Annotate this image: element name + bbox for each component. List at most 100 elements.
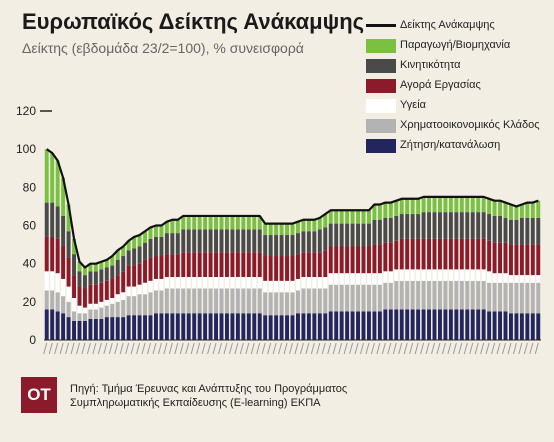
- bar-segment: [246, 277, 251, 289]
- bar-segment: [454, 269, 459, 281]
- bar-segment: [525, 217, 530, 245]
- bar-segment: [148, 315, 153, 340]
- bar-segment: [88, 284, 93, 304]
- bar-segment: [399, 238, 404, 270]
- bar-segment: [339, 284, 344, 312]
- x-tick-mark: [239, 342, 244, 355]
- legend-swatch-finance: [366, 119, 396, 133]
- bar-segment: [235, 229, 240, 253]
- bar-segment: [148, 257, 153, 281]
- bar-segment: [181, 277, 186, 289]
- bar-segment: [126, 315, 131, 340]
- legend-label: Παραγωγή/Βιομηχανία: [400, 39, 511, 51]
- bar-segment: [203, 229, 208, 253]
- bar-segment: [509, 275, 513, 283]
- bar-segment: [214, 229, 218, 253]
- bar-segment: [55, 311, 60, 341]
- bar-segment: [377, 219, 382, 245]
- bar-segment: [317, 252, 322, 278]
- bar-segment: [350, 273, 355, 285]
- x-tick-mark: [502, 342, 506, 355]
- bar-segment: [470, 196, 475, 213]
- bar-segment: [361, 284, 366, 312]
- bar-segment: [530, 313, 535, 340]
- bar-segment: [110, 298, 115, 304]
- bar-segment: [394, 269, 399, 281]
- bar-segment: [159, 256, 164, 279]
- bar-segment: [285, 256, 289, 281]
- bar-segment: [230, 288, 235, 314]
- x-tick-mark: [54, 342, 59, 355]
- bar-segment: [388, 309, 393, 340]
- legend-item-index: Δείκτης Ανάκαμψης: [366, 16, 551, 36]
- x-tick-mark: [168, 342, 173, 355]
- y-tick-label: 0: [29, 333, 36, 347]
- bar-segment: [306, 252, 311, 278]
- x-tick-mark: [76, 342, 80, 355]
- bar-segment: [405, 280, 410, 310]
- bar-segment: [301, 219, 306, 232]
- bar-segment: [72, 275, 76, 299]
- bar-segment: [328, 210, 333, 224]
- bar-segment: [61, 215, 66, 247]
- bar-segment: [328, 223, 333, 247]
- bar-segment: [115, 259, 120, 276]
- bar-segment: [410, 269, 415, 281]
- bar-segment: [192, 313, 197, 340]
- bar-segment: [514, 275, 519, 283]
- bar-segment: [230, 252, 235, 278]
- bar-segment: [427, 280, 431, 310]
- bar-segment: [361, 311, 366, 341]
- bar-segment: [181, 229, 186, 253]
- x-tick-mark: [485, 342, 490, 355]
- x-tick-mark: [59, 342, 64, 355]
- bar-segment: [93, 284, 98, 304]
- bar-segment: [257, 288, 262, 314]
- bar-segment: [154, 290, 158, 314]
- bar-segment: [421, 269, 426, 281]
- bar-segment: [356, 311, 360, 341]
- bar-segment: [121, 299, 126, 318]
- legend-item-demand: Ζήτηση/κατανάλωση: [366, 136, 551, 156]
- legend-swatch-mobility: [366, 59, 396, 73]
- bar-segment: [104, 305, 109, 318]
- bar-segment: [427, 269, 431, 281]
- bar-segment: [487, 282, 492, 312]
- bar-segment: [88, 271, 93, 285]
- x-tick-mark: [491, 342, 496, 355]
- bar-segment: [421, 309, 426, 340]
- bar-segment: [377, 284, 382, 312]
- x-tick-mark: [185, 342, 190, 355]
- bar-segment: [126, 265, 131, 287]
- bar-segment: [296, 278, 300, 291]
- bar-segment: [203, 215, 208, 230]
- bar-segment: [192, 277, 197, 289]
- bar-segment: [296, 254, 300, 279]
- y-tick-label: 80: [23, 180, 37, 194]
- bar-segment: [356, 223, 360, 247]
- x-tick-mark: [452, 342, 457, 355]
- bar-segment: [448, 269, 453, 281]
- x-tick-mark: [387, 342, 392, 355]
- bar-segment: [339, 246, 344, 274]
- bar-segment: [301, 313, 306, 340]
- bar-segment: [454, 280, 459, 310]
- bar-segment: [241, 215, 246, 230]
- bar-segment: [175, 288, 180, 314]
- bar-segment: [448, 212, 453, 239]
- bar-segment: [285, 280, 289, 293]
- bar-segment: [192, 288, 197, 314]
- bar-segment: [115, 294, 120, 302]
- legend-swatch-health: [366, 99, 396, 113]
- bar-segment: [181, 288, 186, 314]
- bar-segment: [252, 277, 257, 289]
- bar-segment: [66, 257, 71, 287]
- x-tick-mark: [119, 342, 124, 355]
- bar-segment: [137, 263, 142, 285]
- bar-segment: [235, 252, 240, 278]
- legend-swatch-index: [366, 24, 396, 27]
- x-tick-mark: [431, 342, 435, 355]
- bar-segment: [377, 273, 382, 285]
- bar-segment: [137, 294, 142, 316]
- bar-segment: [192, 229, 197, 253]
